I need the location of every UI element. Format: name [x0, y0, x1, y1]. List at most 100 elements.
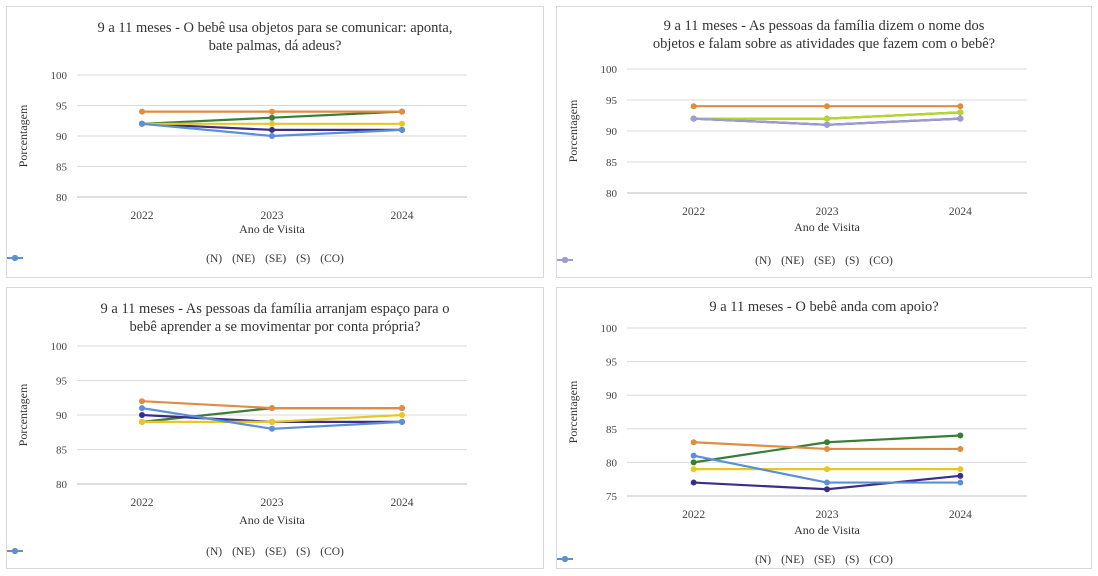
- legend-item: (NE): [7, 546, 256, 558]
- y-axis-label: Porcentagem: [566, 99, 580, 162]
- legend-item: (S): [7, 253, 311, 265]
- chart-title-line: 9 a 11 meses - O bebê anda com apoio?: [709, 299, 939, 315]
- legend-label: (NE): [781, 554, 805, 566]
- y-tick-label: 90: [56, 410, 68, 422]
- y-tick-label: 85: [56, 445, 68, 457]
- data-point: [690, 479, 697, 486]
- legend-label: (CO): [869, 255, 893, 267]
- data-point: [139, 412, 145, 418]
- data-point: [690, 466, 697, 473]
- data-point: [269, 120, 275, 127]
- legend-line-marker-icon: [557, 556, 573, 562]
- chart-title-line: bebê aprender a se movimentar por conta …: [129, 319, 421, 335]
- data-point: [269, 126, 275, 133]
- y-axis-label: Porcentagem: [566, 380, 580, 443]
- legend-label: (N): [206, 253, 223, 265]
- chart-panel-4: 9 a 11 meses - O bebê anda com apoio? 75 8…: [556, 287, 1092, 569]
- x-axis-label: Ano de Visita: [794, 220, 860, 234]
- y-tick-label: 90: [56, 131, 68, 143]
- chart-title-line: 9 a 11 meses - O bebê usa objetos para s…: [97, 20, 453, 36]
- y-tick-label: 95: [56, 376, 68, 388]
- legend-item: (NE): [7, 253, 256, 265]
- chart-title: 9 a 11 meses - As pessoas da família diz…: [557, 17, 1091, 53]
- data-point: [824, 103, 830, 110]
- chart-legend: (N) (NE) (SE) (S) (CO): [7, 253, 543, 265]
- y-axis-label: Porcentagem: [16, 383, 30, 446]
- y-tick-label: 95: [56, 101, 68, 113]
- y-tick-label: 80: [56, 192, 68, 204]
- legend-item: (S): [557, 554, 859, 566]
- data-point: [139, 398, 145, 405]
- legend-label: (CO): [320, 546, 344, 558]
- x-tick-label: 2023: [261, 497, 284, 509]
- x-tick-label: 2022: [682, 206, 705, 218]
- chart-legend: (N) (NE) (SE) (S) (CO): [557, 255, 1091, 267]
- data-point: [399, 120, 405, 127]
- data-point: [399, 412, 405, 418]
- legend-label: (NE): [232, 253, 256, 265]
- legend-label: (N): [755, 255, 772, 267]
- data-point: [957, 115, 964, 122]
- data-point: [824, 121, 830, 128]
- chart-legend: (N) (NE) (SE) (S) (CO): [557, 554, 1091, 566]
- y-tick-label: 95: [606, 95, 618, 107]
- y-tick-label: 85: [606, 157, 618, 169]
- data-point: [824, 445, 830, 452]
- legend-item: (NE): [557, 554, 805, 566]
- legend-item: (CO): [557, 255, 893, 267]
- x-axis-label: Ano de Visita: [239, 513, 305, 527]
- y-tick-label: 80: [606, 188, 618, 200]
- data-point: [957, 466, 964, 473]
- data-point: [690, 439, 697, 446]
- legend-item: (SE): [557, 554, 836, 566]
- x-tick-label: 2023: [816, 509, 839, 521]
- y-tick-label: 90: [606, 126, 618, 138]
- y-tick-label: 100: [601, 64, 618, 76]
- legend-item: (CO): [7, 546, 344, 558]
- legend-item: (S): [7, 546, 310, 558]
- data-point: [269, 108, 275, 115]
- data-point: [957, 103, 964, 110]
- legend-line-marker-icon: [7, 548, 23, 554]
- legend-item: (N): [7, 253, 223, 265]
- x-tick-label: 2024: [391, 497, 414, 509]
- data-point: [690, 103, 697, 110]
- y-tick-label: 85: [606, 424, 618, 436]
- data-point: [269, 133, 275, 139]
- legend-item: (S): [557, 255, 859, 267]
- chart-panel-1: 9 a 11 meses - O bebê usa objetos para s…: [6, 6, 544, 278]
- legend-item: (CO): [557, 554, 893, 566]
- legend-item: (SE): [7, 546, 286, 558]
- x-tick-label: 2024: [391, 210, 414, 222]
- legend-item: (SE): [7, 253, 287, 265]
- data-point: [824, 479, 830, 486]
- y-tick-label: 100: [51, 341, 68, 353]
- legend-label: (SE): [265, 253, 287, 265]
- data-point: [269, 405, 275, 412]
- data-point: [957, 432, 964, 439]
- data-point: [824, 466, 830, 473]
- data-point: [957, 472, 964, 479]
- data-point: [690, 459, 697, 466]
- x-tick-label: 2024: [949, 206, 972, 218]
- y-tick-label: 75: [606, 491, 618, 503]
- y-tick-label: 90: [606, 390, 618, 402]
- y-tick-label: 80: [606, 457, 618, 469]
- x-tick-label: 2024: [949, 509, 972, 521]
- data-point: [824, 115, 830, 122]
- x-axis-label: Ano de Visita: [239, 222, 305, 236]
- legend-label: (SE): [814, 255, 836, 267]
- data-point: [399, 126, 405, 133]
- legend-label: (S): [296, 253, 311, 265]
- x-tick-label: 2022: [682, 509, 705, 521]
- x-tick-label: 2022: [131, 497, 154, 509]
- chart-title-line: 9 a 11 meses - As pessoas da família arr…: [100, 301, 450, 317]
- legend-label: (NE): [232, 546, 256, 558]
- data-point: [399, 108, 405, 115]
- legend-label: (CO): [869, 554, 893, 566]
- data-point: [269, 114, 275, 121]
- chart-title-line: 9 a 11 meses - As pessoas da família diz…: [663, 18, 985, 34]
- legend-item: (SE): [557, 255, 836, 267]
- legend-label: (SE): [814, 554, 836, 566]
- data-point: [824, 439, 830, 446]
